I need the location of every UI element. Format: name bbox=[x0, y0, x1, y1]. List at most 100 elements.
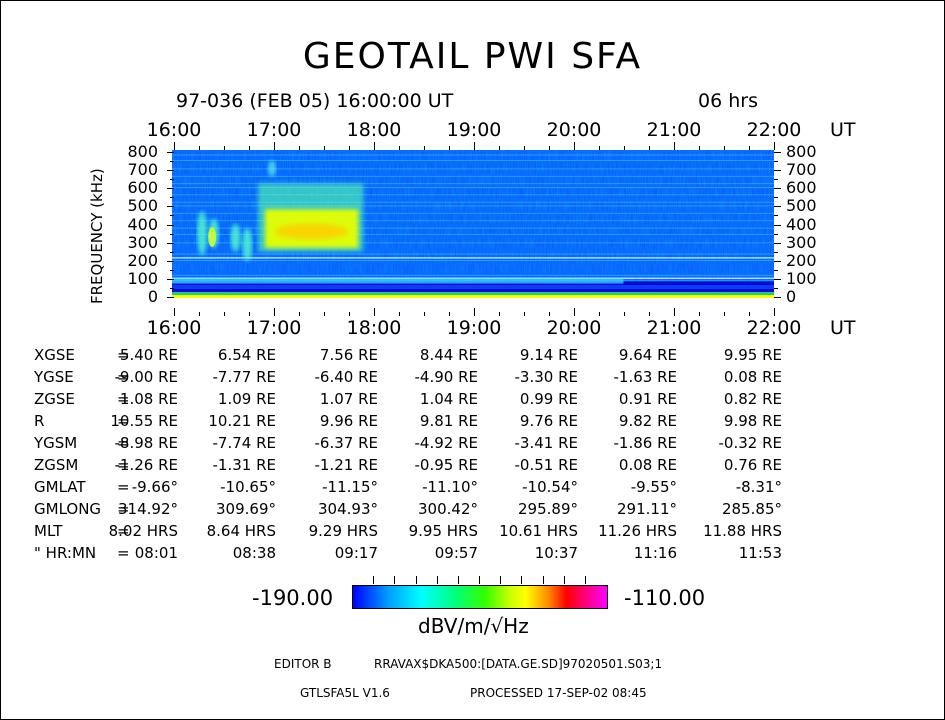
orbit-value: 9.82 RE bbox=[618, 412, 677, 430]
interference-line bbox=[172, 194, 774, 196]
y-tick-label-right: 500 bbox=[786, 196, 817, 216]
orbit-value: -7.77 RE bbox=[212, 368, 276, 386]
orbit-value: -8.98 RE bbox=[114, 434, 178, 452]
x-tick-label-top: 21:00 bbox=[646, 119, 702, 141]
y-tick-label-left: 0 bbox=[147, 287, 158, 306]
interference-line bbox=[172, 234, 774, 235]
orbit-value: 5.40 RE bbox=[119, 346, 178, 364]
x-tick-label-top: 16:00 bbox=[146, 119, 202, 141]
orbit-equals: = bbox=[117, 434, 130, 452]
interference-line bbox=[172, 277, 774, 279]
y-tick-mark-right bbox=[774, 224, 781, 226]
x-tick-mark-top bbox=[174, 142, 175, 150]
orbit-value: 09:57 bbox=[434, 544, 478, 562]
orbit-equals: = bbox=[117, 456, 130, 474]
orbit-value: -0.32 RE bbox=[718, 434, 782, 452]
x-tick-mark-bottom bbox=[474, 308, 475, 316]
x-tick-label-bottom: 18:00 bbox=[346, 317, 402, 339]
y-tick-mark-left bbox=[170, 233, 174, 235]
orbit-value: 10.21 RE bbox=[208, 412, 276, 430]
x-tick-label-bottom: 22:00 bbox=[746, 317, 802, 339]
orbit-value: 6.54 RE bbox=[217, 346, 276, 364]
interference-line bbox=[172, 168, 774, 170]
x-tick-mark-bottom bbox=[574, 308, 575, 316]
orbit-value: 1.08 RE bbox=[119, 390, 178, 408]
x-tick-mark-top bbox=[524, 146, 525, 150]
y-tick-mark-right bbox=[774, 297, 781, 298]
orbit-value: 9.95 RE bbox=[723, 346, 782, 364]
y-tick-label-right: 700 bbox=[786, 160, 817, 180]
colorbar-unit: dBV/m/√Hz bbox=[418, 614, 529, 638]
orbit-value: -3.30 RE bbox=[514, 368, 578, 386]
orbit-value: 7.56 RE bbox=[319, 346, 378, 364]
orbit-value: -1.86 RE bbox=[613, 434, 677, 452]
orbit-row: XGSE = 5.40 RE 6.54 RE 7.56 RE 8.44 RE 9.14 RE… bbox=[34, 346, 911, 368]
x-tick-mark-bottom bbox=[549, 312, 550, 316]
x-tick-mark-top bbox=[274, 142, 275, 150]
orbit-value: 8.64 HRS bbox=[206, 522, 276, 540]
orbit-value: 1.04 RE bbox=[419, 390, 478, 408]
colorbar-tick-mark bbox=[415, 576, 417, 584]
orbit-row: GMLAT = -9.66° -10.65° -11.15° -11.10° -10.54°… bbox=[34, 478, 911, 500]
orbit-value: 9.95 HRS bbox=[408, 522, 478, 540]
orbit-value: -4.92 RE bbox=[414, 434, 478, 452]
orbit-row-label: ZGSE bbox=[34, 390, 75, 408]
y-tick-label-right: 200 bbox=[786, 250, 817, 270]
orbit-row-label: YGSE bbox=[34, 368, 74, 386]
y-tick-mark-right bbox=[774, 251, 778, 253]
orbit-value: 314.92° bbox=[118, 500, 178, 518]
orbit-value: 08:38 bbox=[232, 544, 276, 562]
orbit-value: 285.85° bbox=[722, 500, 782, 518]
orbit-equals: = bbox=[117, 522, 130, 540]
interference-line bbox=[172, 257, 774, 259]
x-tick-mark-bottom bbox=[199, 312, 200, 316]
y-tick-label-left: 800 bbox=[127, 142, 158, 161]
orbit-row-label: R bbox=[34, 412, 45, 430]
orbit-equals: = bbox=[117, 346, 130, 364]
orbit-value: 9.98 RE bbox=[723, 412, 782, 430]
orbit-equals: = bbox=[117, 368, 130, 386]
orbit-value: 9.76 RE bbox=[519, 412, 578, 430]
y-tick-mark-right bbox=[774, 233, 778, 235]
orbit-value: 291.11° bbox=[617, 500, 677, 518]
y-tick-label-right: 400 bbox=[786, 214, 817, 234]
y-tick-mark-right bbox=[774, 260, 781, 262]
orbit-value: -9.66° bbox=[131, 478, 178, 496]
y-tick-label-left: 100 bbox=[127, 268, 158, 288]
orbit-value: -10.54° bbox=[522, 478, 578, 496]
spectrogram bbox=[172, 150, 774, 298]
orbit-row-label: GMLAT bbox=[34, 478, 86, 496]
interference-line bbox=[172, 201, 774, 203]
orbit-equals: = bbox=[117, 412, 130, 430]
orbit-value: 1.07 RE bbox=[319, 390, 378, 408]
y-tick-mark-left bbox=[170, 215, 174, 217]
x-tick-mark-bottom bbox=[599, 312, 600, 316]
y-tick-label-left: 200 bbox=[127, 250, 158, 270]
y-tick-mark-left bbox=[167, 188, 174, 190]
x-tick-mark-bottom bbox=[724, 312, 725, 316]
plot-title: GEOTAIL PWI SFA bbox=[302, 36, 643, 77]
y-tick-mark-left bbox=[167, 242, 174, 244]
duration-label: 06 hrs bbox=[698, 90, 758, 112]
orbit-value: 9.14 RE bbox=[519, 346, 578, 364]
x-tick-label-top: 20:00 bbox=[546, 119, 602, 141]
y-tick-mark-left bbox=[170, 179, 174, 181]
y-tick-mark-right bbox=[774, 161, 778, 163]
colorbar-tick-mark bbox=[436, 576, 438, 584]
orbit-value: -1.63 RE bbox=[613, 368, 677, 386]
y-tick-mark-right bbox=[774, 197, 778, 199]
orbit-value: 10.55 RE bbox=[110, 412, 178, 430]
y-tick-mark-left bbox=[170, 251, 174, 253]
orbit-row: ZGSM = -1.26 RE -1.31 RE -1.21 RE -0.95 RE -0.… bbox=[34, 456, 911, 478]
interference-line bbox=[172, 187, 774, 188]
x-tick-mark-top bbox=[774, 142, 775, 150]
orbit-value: -10.65° bbox=[220, 478, 276, 496]
orbit-value: -8.31° bbox=[735, 478, 782, 496]
y-tick-mark-left bbox=[167, 278, 174, 280]
orbit-value: 9.96 RE bbox=[319, 412, 378, 430]
orbit-row: GMLONG = 314.92° 309.69° 304.93° 300.42° 295.8… bbox=[34, 500, 911, 522]
orbit-row: MLT = 8.02 HRS 8.64 HRS 9.29 HRS 9.95 HRS 10.6… bbox=[34, 522, 911, 544]
y-tick-mark-left bbox=[170, 269, 174, 271]
orbit-value: 304.93° bbox=[318, 500, 378, 518]
x-tick-label-top: 18:00 bbox=[346, 119, 402, 141]
